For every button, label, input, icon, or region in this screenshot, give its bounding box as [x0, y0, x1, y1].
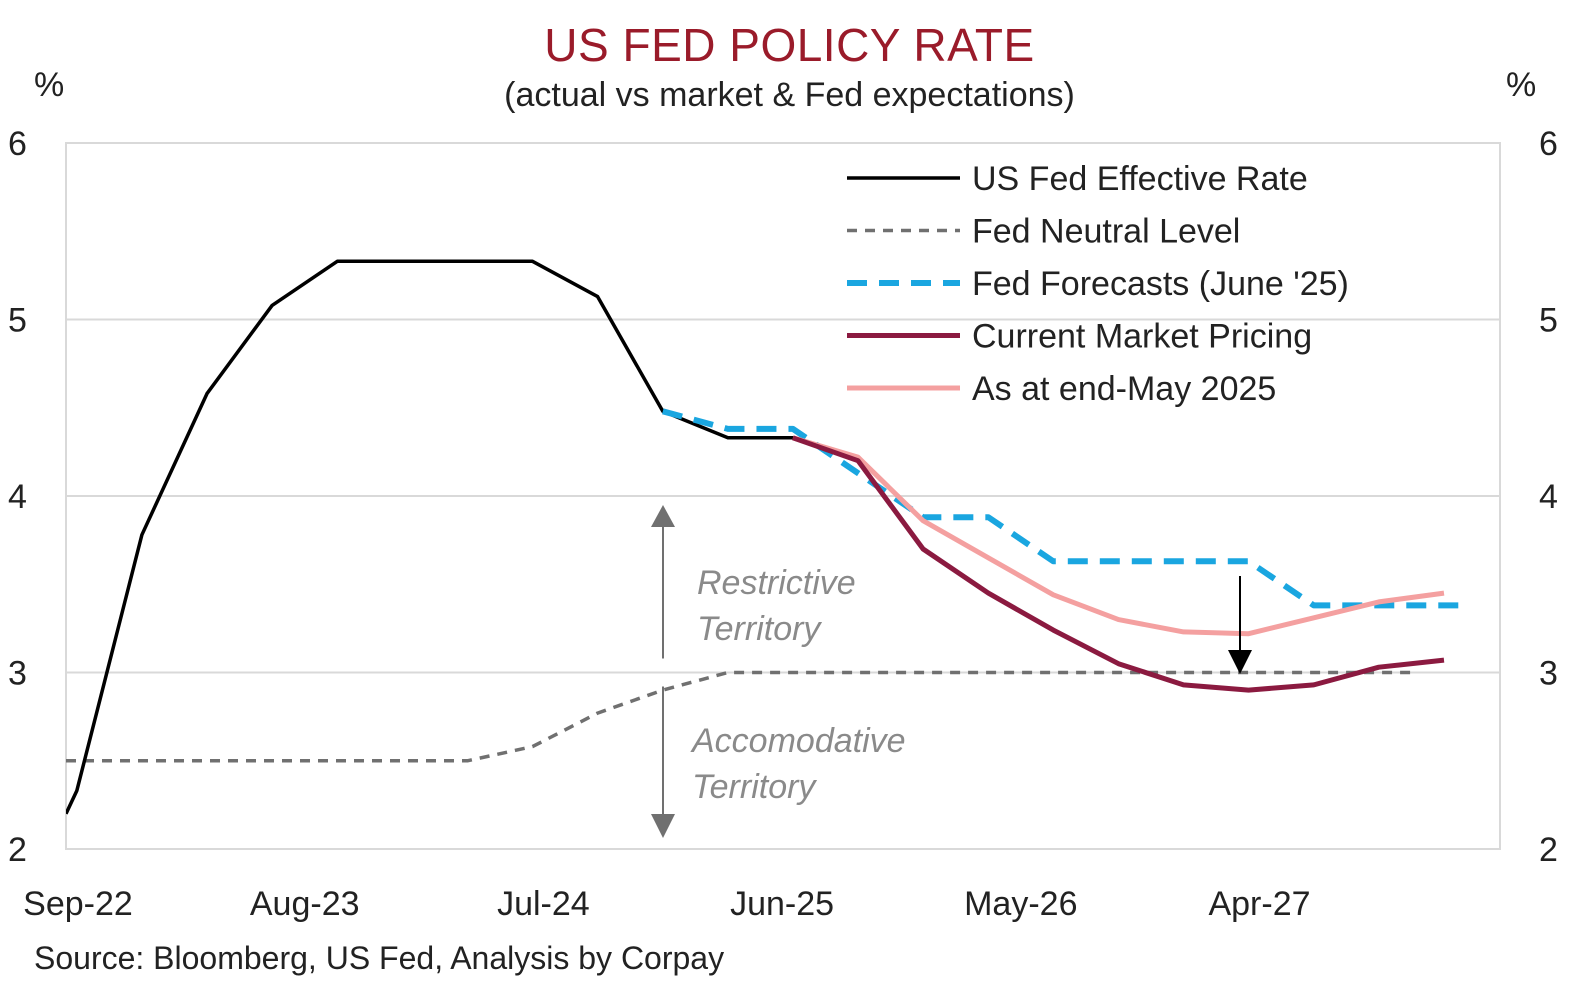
grid-layer — [65, 142, 1501, 850]
legend: US Fed Effective Rate Fed Neutral Level Fe… — [847, 160, 1349, 408]
y-tick-label-left: 3 — [8, 655, 27, 693]
y-tick-label-right: 6 — [1539, 125, 1558, 163]
series-line-current-market-pricing — [792, 435, 1445, 693]
x-tick-label: Jun-25 — [730, 885, 834, 923]
y-tick-label-right: 5 — [1539, 302, 1558, 340]
chart-subtitle: (actual vs market & Fed expectations) — [504, 76, 1075, 114]
series-line-fed-neutral-level — [66, 670, 1412, 763]
accomodative-arrow-head — [651, 814, 675, 838]
pricing-shift-arrow-head — [1228, 650, 1252, 674]
x-tick-label: Jul-24 — [497, 885, 590, 923]
restrictive-territory-label: Territory — [697, 610, 822, 648]
y-tick-label-left: 6 — [8, 125, 27, 163]
legend-label: Fed Forecasts (June '25) — [972, 265, 1349, 303]
y-tick-label-left: 4 — [8, 478, 27, 516]
x-tick-label: Sep-22 — [23, 885, 133, 923]
restrictive-territory-label: Restrictive — [697, 564, 856, 602]
x-tick-label: May-26 — [964, 885, 1077, 923]
series-layer — [66, 259, 1460, 815]
y-tick-label-right: 3 — [1539, 655, 1558, 693]
axis-layer: 2 2 3 3 4 4 5 5 6 6 Sep-22 Aug-23 Jul-24 Jun-25 May-26… — [8, 125, 1558, 923]
legend-label: US Fed Effective Rate — [972, 160, 1308, 198]
series-line-as-at-end-may-2025 — [792, 435, 1445, 637]
y-tick-label-left: 2 — [8, 831, 27, 869]
accomodative-territory-label: Territory — [692, 768, 817, 806]
series-line-fed-forecasts-june-25 — [662, 408, 1460, 609]
legend-label: Current Market Pricing — [972, 318, 1312, 356]
right-axis-unit: % — [1506, 66, 1537, 104]
y-tick-label-right: 2 — [1539, 831, 1558, 869]
y-tick-label-right: 4 — [1539, 478, 1558, 516]
x-tick-label: Apr-27 — [1208, 885, 1310, 923]
legend-label: As at end-May 2025 — [972, 370, 1276, 408]
x-tick-label: Aug-23 — [250, 885, 360, 923]
y-tick-label-left: 5 — [8, 302, 27, 340]
source-note: Source: Bloomberg, US Fed, Analysis by C… — [34, 940, 725, 976]
series-line-us-fed-effective-rate — [66, 259, 859, 815]
restrictive-arrow-head — [651, 505, 675, 527]
left-axis-unit: % — [34, 66, 65, 104]
accomodative-territory-label: Accomodative — [690, 722, 906, 760]
annotation-layer: Restrictive Territory Accomodative Territor… — [651, 505, 1252, 838]
legend-label: Fed Neutral Level — [972, 213, 1240, 251]
chart-title: US FED POLICY RATE — [544, 19, 1035, 71]
